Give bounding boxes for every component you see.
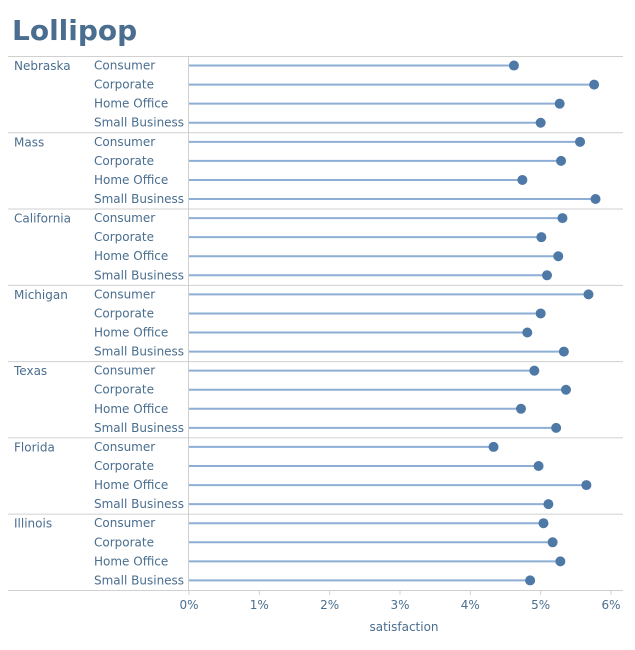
lollipop-dot [590,194,601,205]
segment-label: Corporate [94,230,154,244]
segment-label: Home Office [94,173,168,187]
segment-label: Consumer [94,440,155,454]
segment-label: Small Business [94,345,184,359]
lollipop-dot [560,384,571,395]
lollipop-dot [556,155,567,166]
lollipop-dot [533,461,544,472]
segment-label: Corporate [94,535,154,549]
segment-label: Small Business [94,573,184,587]
segment-label: Small Business [94,116,184,130]
segment-label: Consumer [94,364,155,378]
lollipop-dot [515,403,526,414]
group-label: California [14,212,71,226]
segment-label: Corporate [94,459,154,473]
segment-label: Consumer [94,516,155,530]
segment-label: Small Business [94,192,184,206]
lollipop-dot [508,60,519,71]
lollipop-dot [575,136,586,147]
lollipop-dot [581,480,592,491]
lollipop-dot [538,518,549,529]
x-tick-label: 6% [601,598,620,612]
group-label: Texas [13,364,47,378]
lollipop-dot [554,98,565,109]
lollipop-dot [535,117,546,128]
group-label: Mass [14,135,44,149]
segment-label: Consumer [94,287,155,301]
lollipop-dot [525,575,536,586]
lollipop-dot [541,270,552,281]
x-tick-label: 5% [531,598,550,612]
group-label: Illinois [14,517,52,531]
segment-label: Home Office [94,554,168,568]
lollipop-dot [555,556,566,567]
segment-label: Small Business [94,268,184,282]
segment-label: Home Office [94,249,168,263]
segment-label: Home Office [94,97,168,111]
x-tick-label: 4% [461,598,480,612]
x-tick-label: 3% [390,598,409,612]
x-tick-label: 1% [250,598,269,612]
segment-label: Small Business [94,421,184,435]
lollipop-dot [536,232,547,243]
lollipop-dot [529,365,540,376]
group-label: Nebraska [14,59,71,73]
segment-label: Small Business [94,497,184,511]
x-tick-label: 0% [179,598,198,612]
lollipop-dot [551,422,562,433]
segment-label: Corporate [94,383,154,397]
lollipop-dot [557,213,568,224]
lollipop-dot [543,499,554,510]
group-label: Michigan [14,288,68,302]
segment-label: Consumer [94,135,155,149]
lollipop-dot [522,327,533,338]
segment-label: Corporate [94,78,154,92]
segment-label: Corporate [94,154,154,168]
segment-label: Consumer [94,211,155,225]
lollipop-dot [517,174,528,185]
segment-label: Consumer [94,59,155,73]
lollipop-dot [589,79,600,90]
group-label: Florida [14,440,55,454]
lollipop-dot [583,289,594,300]
lollipop-dot [535,308,546,319]
segment-label: Home Office [94,326,168,340]
chart-title: Lollipop [12,14,138,47]
segment-label: Corporate [94,306,154,320]
segment-label: Home Office [94,478,168,492]
lollipop-dot [488,441,499,452]
lollipop-dot [558,346,569,357]
lollipop-dot [547,537,558,548]
segment-label: Home Office [94,402,168,416]
lollipop-dot [553,251,564,262]
x-axis-label: satisfaction [369,620,438,634]
x-tick-label: 2% [320,598,339,612]
